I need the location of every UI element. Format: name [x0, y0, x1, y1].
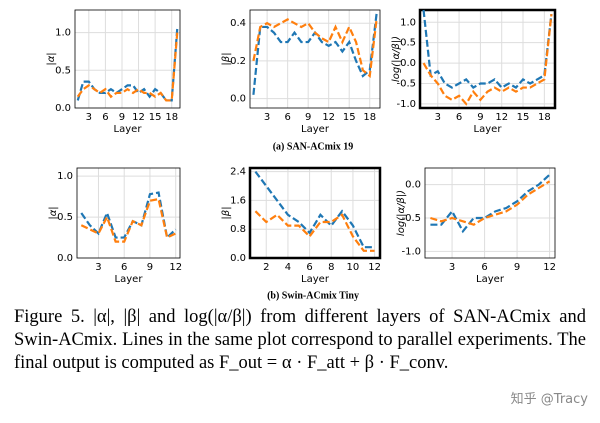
data-line [80, 197, 177, 243]
y-tick-label: -0.5 [396, 79, 416, 90]
x-tick-label: 12 [132, 112, 145, 123]
y-tick-label: 0.5 [55, 65, 71, 76]
y-tick-label: 0.8 [230, 224, 246, 235]
y-axis-label: |β| [221, 52, 232, 65]
x-tick-label: 3 [86, 112, 92, 123]
y-tick-label: -1.0 [401, 246, 421, 257]
y-tick-label: 0.0 [405, 180, 421, 191]
y-tick-label: 0.0 [230, 94, 246, 105]
y-axis-label: |α| [46, 52, 57, 65]
x-tick-label: 18 [165, 112, 178, 123]
x-tick-label: 12 [169, 262, 182, 273]
plot-frame [74, 9, 181, 109]
x-tick-label: 3 [95, 262, 101, 273]
plot-frame [418, 8, 557, 110]
data-line [254, 170, 375, 249]
x-axis-label: Layer [114, 124, 143, 135]
y-tick-label: 1.0 [57, 171, 73, 182]
data-line [422, 13, 553, 106]
data-line [430, 173, 551, 234]
plot-frame [424, 167, 556, 259]
plot-frame [76, 167, 181, 259]
figure: (a) SAN-ACmix 19 (b) Swin-ACmix Tiny 0.0… [46, 8, 557, 301]
x-tick-label: 15 [343, 112, 356, 123]
data-line [254, 210, 375, 252]
x-axis-label: Layer [301, 124, 330, 135]
x-tick-label: 15 [149, 112, 162, 123]
y-tick-label: 0.4 [230, 18, 246, 29]
x-tick-label: 6 [102, 112, 108, 123]
data-line [76, 32, 179, 102]
caption: Figure 5. |α|, |β| and log(|α/β|) from d… [14, 307, 586, 373]
x-tick-label: 12 [322, 112, 335, 123]
x-tick-label: 12 [368, 262, 381, 273]
x-tick-label: 15 [517, 112, 530, 123]
y-axis-label: |β| [221, 206, 232, 219]
x-axis-label: Layer [301, 274, 330, 285]
y-tick-label: 0.5 [400, 38, 416, 49]
y-tick-label: 1.6 [230, 195, 246, 206]
y-tick-label: 0.0 [400, 58, 416, 69]
x-tick-label: 2 [263, 262, 269, 273]
x-tick-label: 8 [328, 262, 334, 273]
x-tick-label: 6 [456, 112, 462, 123]
x-tick-label: 6 [306, 262, 312, 273]
x-tick-label: 3 [449, 262, 455, 273]
x-axis-label: Layer [474, 124, 503, 135]
y-tick-label: -1.0 [396, 99, 416, 110]
y-tick-label: 0.0 [55, 103, 71, 114]
x-tick-label: 12 [543, 262, 556, 273]
y-axis-label: |α| [48, 206, 59, 219]
data-line [422, 9, 553, 89]
plot-frame [249, 9, 381, 109]
subcaption: (a) SAN-ACmix 19 [273, 141, 354, 152]
x-tick-label: 9 [305, 112, 311, 123]
y-tick-label: 1.0 [55, 28, 71, 39]
y-tick-label: 0.0 [230, 253, 246, 264]
x-tick-label: 9 [477, 112, 483, 123]
x-tick-label: 18 [538, 112, 551, 123]
y-axis-label: log(|α/β|) [391, 36, 402, 82]
x-axis-label: Layer [476, 274, 505, 285]
x-tick-label: 6 [121, 262, 127, 273]
x-tick-label: 3 [435, 112, 441, 123]
x-tick-label: 6 [481, 262, 487, 273]
x-tick-label: 10 [347, 262, 360, 273]
data-line [252, 18, 378, 79]
x-tick-label: 6 [284, 112, 290, 123]
x-tick-label: 9 [147, 262, 153, 273]
y-tick-label: 0.2 [230, 56, 246, 67]
plot-frame [248, 166, 382, 260]
y-axis-label: log(|α/β|) [396, 190, 407, 236]
watermark: 知乎 @Tracy [510, 392, 588, 407]
x-tick-label: 12 [495, 112, 508, 123]
x-tick-label: 3 [264, 112, 270, 123]
x-axis-label: Layer [115, 274, 144, 285]
y-tick-label: -0.5 [401, 213, 421, 224]
y-tick-label: 0.5 [57, 212, 73, 223]
y-tick-label: 1.0 [400, 17, 416, 28]
x-tick-label: 4 [285, 262, 291, 273]
x-tick-label: 18 [363, 112, 376, 123]
x-tick-label: 9 [514, 262, 520, 273]
y-tick-label: 2.4 [230, 167, 246, 178]
data-line [430, 180, 551, 226]
subcaption: (b) Swin-ACmix Tiny [267, 290, 359, 301]
y-tick-label: 0.0 [57, 253, 73, 264]
x-tick-label: 9 [119, 112, 125, 123]
